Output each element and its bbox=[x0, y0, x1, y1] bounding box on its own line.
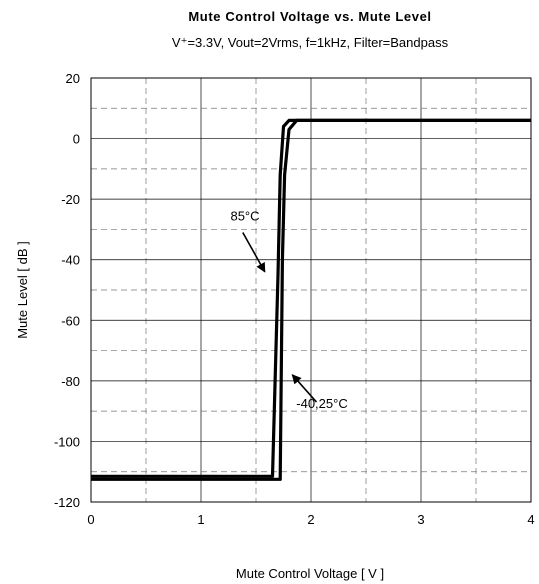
y-axis-label: Mute Level [ dB ] bbox=[15, 241, 30, 339]
annotation-arrow bbox=[242, 232, 266, 273]
x-tick-label: 2 bbox=[307, 512, 314, 527]
plot-frame bbox=[90, 77, 532, 503]
y-tick-label: -100 bbox=[54, 434, 80, 449]
x-axis-label: Mute Control Voltage [ V ] bbox=[236, 566, 384, 581]
series-lines bbox=[91, 118, 531, 481]
y-tick-label: 20 bbox=[66, 71, 80, 86]
chart-title: Mute Control Voltage vs. Mute Level bbox=[188, 9, 431, 24]
y-tick-label: -80 bbox=[61, 374, 80, 389]
y-tick-label: 0 bbox=[73, 132, 80, 147]
x-tick-label: 0 bbox=[87, 512, 94, 527]
grid bbox=[91, 78, 531, 502]
annotation-label: -40,25°C bbox=[296, 396, 347, 411]
annotations: 85°C -40,25°C bbox=[230, 208, 347, 411]
x-tick-label: 4 bbox=[527, 512, 534, 527]
y-tick-label: -120 bbox=[54, 495, 80, 510]
series-line bbox=[91, 118, 531, 478]
annotation-arrow bbox=[291, 374, 318, 403]
x-tick-label: 1 bbox=[197, 512, 204, 527]
series-line bbox=[91, 118, 531, 481]
x-tick-label: 3 bbox=[417, 512, 424, 527]
y-tick-label: -20 bbox=[61, 192, 80, 207]
chart-subtitle: V⁺=3.3V, Vout=2Vrms, f=1kHz, Filter=Band… bbox=[172, 35, 449, 50]
y-tick-label: -60 bbox=[61, 313, 80, 328]
annotation-label: 85°C bbox=[230, 208, 259, 223]
ticks: 0 1 2 3 4 20 0 -20 -40 -60 -80 -100 -120 bbox=[54, 71, 535, 527]
y-tick-label: -40 bbox=[61, 253, 80, 268]
